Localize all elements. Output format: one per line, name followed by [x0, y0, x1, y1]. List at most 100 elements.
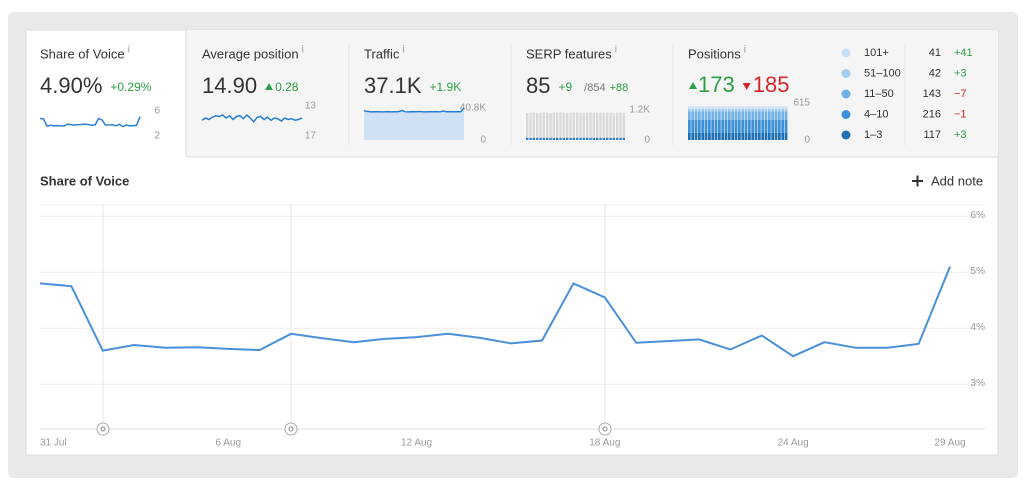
spark-stack-bar: [694, 108, 698, 112]
legend-change: +3: [954, 129, 967, 141]
spark-stack-bar: [764, 132, 768, 140]
spark-stack-bar: [714, 132, 718, 140]
spark-bar: [612, 113, 615, 140]
spark-stack-bar: [741, 111, 745, 120]
spark-stack-bar: [711, 119, 715, 133]
spark-stack-bar: [688, 132, 691, 140]
spark-stack-bar: [764, 119, 768, 133]
card-value: 37.1K: [364, 73, 422, 98]
spark-stack-bar: [701, 106, 705, 109]
spark-stack-bar: [754, 132, 758, 140]
spark-stack-bar: [781, 111, 785, 120]
spark-stack-bar: [731, 119, 735, 133]
legend-dot: [841, 89, 851, 99]
spark-bar: [609, 137, 612, 140]
spark-bar: [616, 112, 619, 140]
spark-bar: [566, 113, 569, 140]
legend-label: 1–3: [864, 129, 882, 141]
spark-bar: [536, 137, 539, 140]
spark-stack-bar: [711, 106, 715, 109]
spark-bar: [562, 137, 565, 140]
spark-bar: [549, 137, 552, 140]
spark-tick-label: 615: [793, 98, 810, 109]
spark-bar: [526, 113, 529, 140]
spark-stack-bar: [778, 106, 781, 109]
spark-stack-bar: [738, 132, 741, 140]
legend-change: −7: [954, 88, 967, 100]
spark-stack-bar: [731, 111, 735, 120]
card-total-change: +88: [610, 82, 629, 94]
spark-bar: [599, 112, 602, 140]
spark-stack-bar: [741, 132, 745, 140]
spark-stack-bar: [761, 111, 765, 120]
spark-stack-bar: [721, 106, 725, 109]
spark-stack-bar: [708, 119, 711, 133]
spark-bar: [556, 112, 559, 140]
spark-bar: [606, 137, 609, 140]
annotation-dot: [602, 426, 608, 432]
spark-bar: [622, 112, 625, 140]
spark-bar: [586, 112, 589, 140]
spark-bar: [579, 137, 582, 140]
legend-count: 42: [929, 67, 941, 79]
spark-stack-bar: [738, 106, 741, 109]
spark-stack-bar: [764, 111, 768, 120]
spark-stack-bar: [711, 108, 715, 112]
spark-bar: [586, 137, 589, 140]
spark-stack-bar: [768, 132, 771, 140]
spark-stack-bar: [714, 106, 718, 109]
spark-stack-bar: [748, 119, 751, 133]
spark-stack-bar: [784, 106, 788, 109]
positions-down: 185: [753, 72, 790, 97]
y-tick-label: 5%: [971, 266, 986, 277]
spark-area: [364, 108, 464, 140]
spark-stack-bar: [734, 119, 738, 133]
spark-stack-bar: [784, 132, 788, 140]
spark-stack-bar: [744, 119, 748, 133]
spark-stack-bar: [718, 111, 721, 120]
spark-stack-bar: [774, 106, 778, 109]
spark-stack-bar: [718, 108, 721, 112]
spark-bar: [596, 137, 599, 140]
spark-stack-bar: [781, 106, 785, 109]
spark-bar: [532, 137, 535, 140]
x-tick-label: 6 Aug: [215, 438, 241, 449]
spark-stack-bar: [744, 111, 748, 120]
spark-bar: [552, 112, 555, 140]
info-icon: i: [302, 45, 304, 56]
annotation-marker: [284, 422, 298, 436]
spark-stack-bar: [711, 132, 715, 140]
spark-stack-bar: [754, 111, 758, 120]
spark-stack-bar: [701, 132, 705, 140]
spark-stack-bar: [741, 119, 745, 133]
spark-bar: [602, 137, 605, 140]
spark-bar: [582, 137, 585, 140]
spark-bar: [619, 137, 622, 140]
spark-bar: [569, 137, 572, 140]
spark-stack-bar: [734, 132, 738, 140]
spark-stack-bar: [701, 111, 705, 120]
spark-stack-bar: [751, 119, 755, 133]
legend-count: 117: [923, 129, 941, 141]
spark-stack-bar: [701, 108, 705, 112]
spark-stack-bar: [778, 111, 781, 120]
spark-stack-bar: [734, 106, 738, 109]
add-note-button[interactable]: Add note: [912, 173, 983, 188]
spark-stack-bar: [764, 106, 768, 109]
spark-tick-label: 13: [305, 101, 317, 112]
add-note-label[interactable]: Add note: [931, 173, 983, 188]
legend-change: +41: [954, 47, 973, 59]
spark-stack-bar: [731, 132, 735, 140]
spark-bar: [529, 112, 532, 140]
spark-bar: [552, 137, 555, 140]
spark-stack-bar: [728, 106, 731, 109]
spark-bar: [542, 112, 545, 140]
spark-stack-bar: [721, 111, 725, 120]
x-tick-label: 24 Aug: [778, 438, 809, 449]
sparkline: [201, 113, 303, 123]
spark-stack-bar: [758, 108, 761, 112]
spark-stack-bar: [728, 132, 731, 140]
x-tick-label: 18 Aug: [589, 438, 620, 449]
spark-stack-bar: [698, 111, 701, 120]
